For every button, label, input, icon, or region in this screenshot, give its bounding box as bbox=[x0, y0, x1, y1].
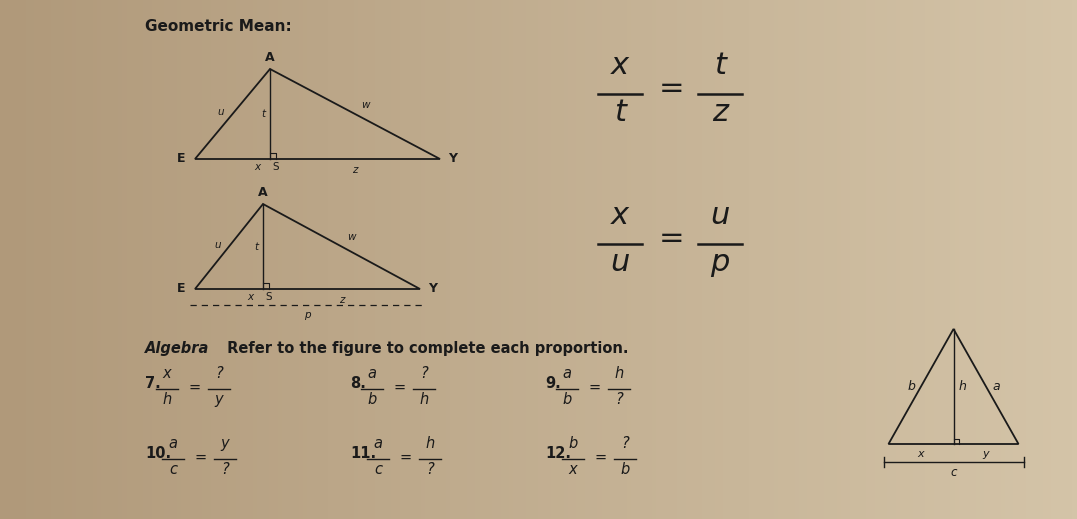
Text: y: y bbox=[214, 392, 223, 407]
Text: z: z bbox=[712, 98, 728, 127]
Text: x: x bbox=[163, 366, 171, 381]
Text: 7.: 7. bbox=[145, 376, 160, 390]
Text: c: c bbox=[169, 462, 177, 477]
Text: =: = bbox=[195, 449, 207, 465]
Text: y: y bbox=[982, 449, 990, 459]
Text: c: c bbox=[374, 462, 382, 477]
Text: z: z bbox=[352, 165, 358, 175]
Text: x: x bbox=[611, 201, 629, 230]
Text: =: = bbox=[589, 379, 601, 394]
Text: h: h bbox=[614, 366, 624, 381]
Text: x: x bbox=[247, 292, 253, 302]
Text: Algebra: Algebra bbox=[145, 341, 209, 356]
Text: b: b bbox=[562, 392, 572, 407]
Text: h: h bbox=[959, 380, 966, 393]
Text: A: A bbox=[265, 51, 275, 64]
Text: c: c bbox=[950, 466, 956, 479]
Text: a: a bbox=[562, 366, 572, 381]
Text: x: x bbox=[254, 162, 260, 172]
Text: x: x bbox=[918, 449, 924, 459]
Text: w: w bbox=[348, 233, 356, 242]
Text: t: t bbox=[614, 98, 626, 127]
Text: w: w bbox=[361, 100, 369, 110]
Text: z: z bbox=[339, 295, 345, 305]
Text: u: u bbox=[711, 201, 730, 230]
Text: a: a bbox=[992, 380, 999, 393]
Text: S: S bbox=[265, 292, 271, 302]
Text: h: h bbox=[419, 392, 429, 407]
Text: =: = bbox=[394, 379, 406, 394]
Text: b: b bbox=[907, 380, 915, 393]
Text: h: h bbox=[425, 436, 435, 451]
Text: =: = bbox=[188, 379, 201, 394]
Text: 10.: 10. bbox=[145, 445, 171, 460]
Text: u: u bbox=[218, 107, 224, 117]
Text: =: = bbox=[659, 75, 685, 103]
Text: a: a bbox=[168, 436, 178, 451]
Text: 11.: 11. bbox=[350, 445, 376, 460]
Text: ?: ? bbox=[426, 462, 434, 477]
Text: u: u bbox=[611, 248, 630, 277]
Text: u: u bbox=[214, 239, 221, 250]
Text: a: a bbox=[374, 436, 382, 451]
Text: p: p bbox=[711, 248, 730, 277]
Text: t: t bbox=[714, 51, 726, 80]
Text: Y: Y bbox=[428, 282, 437, 295]
Text: E: E bbox=[177, 153, 185, 166]
Text: ?: ? bbox=[215, 366, 223, 381]
Text: t: t bbox=[254, 241, 258, 252]
Text: 8.: 8. bbox=[350, 376, 366, 390]
Text: y: y bbox=[221, 436, 229, 451]
Text: t: t bbox=[261, 109, 265, 119]
Text: ?: ? bbox=[221, 462, 229, 477]
Text: b: b bbox=[367, 392, 377, 407]
Text: 9.: 9. bbox=[545, 376, 561, 390]
Text: =: = bbox=[595, 449, 607, 465]
Text: x: x bbox=[569, 462, 577, 477]
Text: S: S bbox=[272, 162, 279, 172]
Text: Y: Y bbox=[448, 153, 457, 166]
Text: h: h bbox=[163, 392, 171, 407]
Text: ?: ? bbox=[420, 366, 428, 381]
Text: Geometric Mean:: Geometric Mean: bbox=[145, 19, 292, 34]
Text: a: a bbox=[367, 366, 377, 381]
Text: =: = bbox=[659, 225, 685, 253]
Text: b: b bbox=[620, 462, 630, 477]
Text: p: p bbox=[304, 310, 311, 320]
Text: =: = bbox=[400, 449, 412, 465]
Text: E: E bbox=[177, 282, 185, 295]
Text: 12.: 12. bbox=[545, 445, 571, 460]
Text: x: x bbox=[611, 51, 629, 80]
Text: ?: ? bbox=[621, 436, 629, 451]
Text: b: b bbox=[569, 436, 577, 451]
Text: Refer to the figure to complete each proportion.: Refer to the figure to complete each pro… bbox=[222, 341, 629, 356]
Text: ?: ? bbox=[615, 392, 623, 407]
Text: A: A bbox=[258, 186, 268, 199]
